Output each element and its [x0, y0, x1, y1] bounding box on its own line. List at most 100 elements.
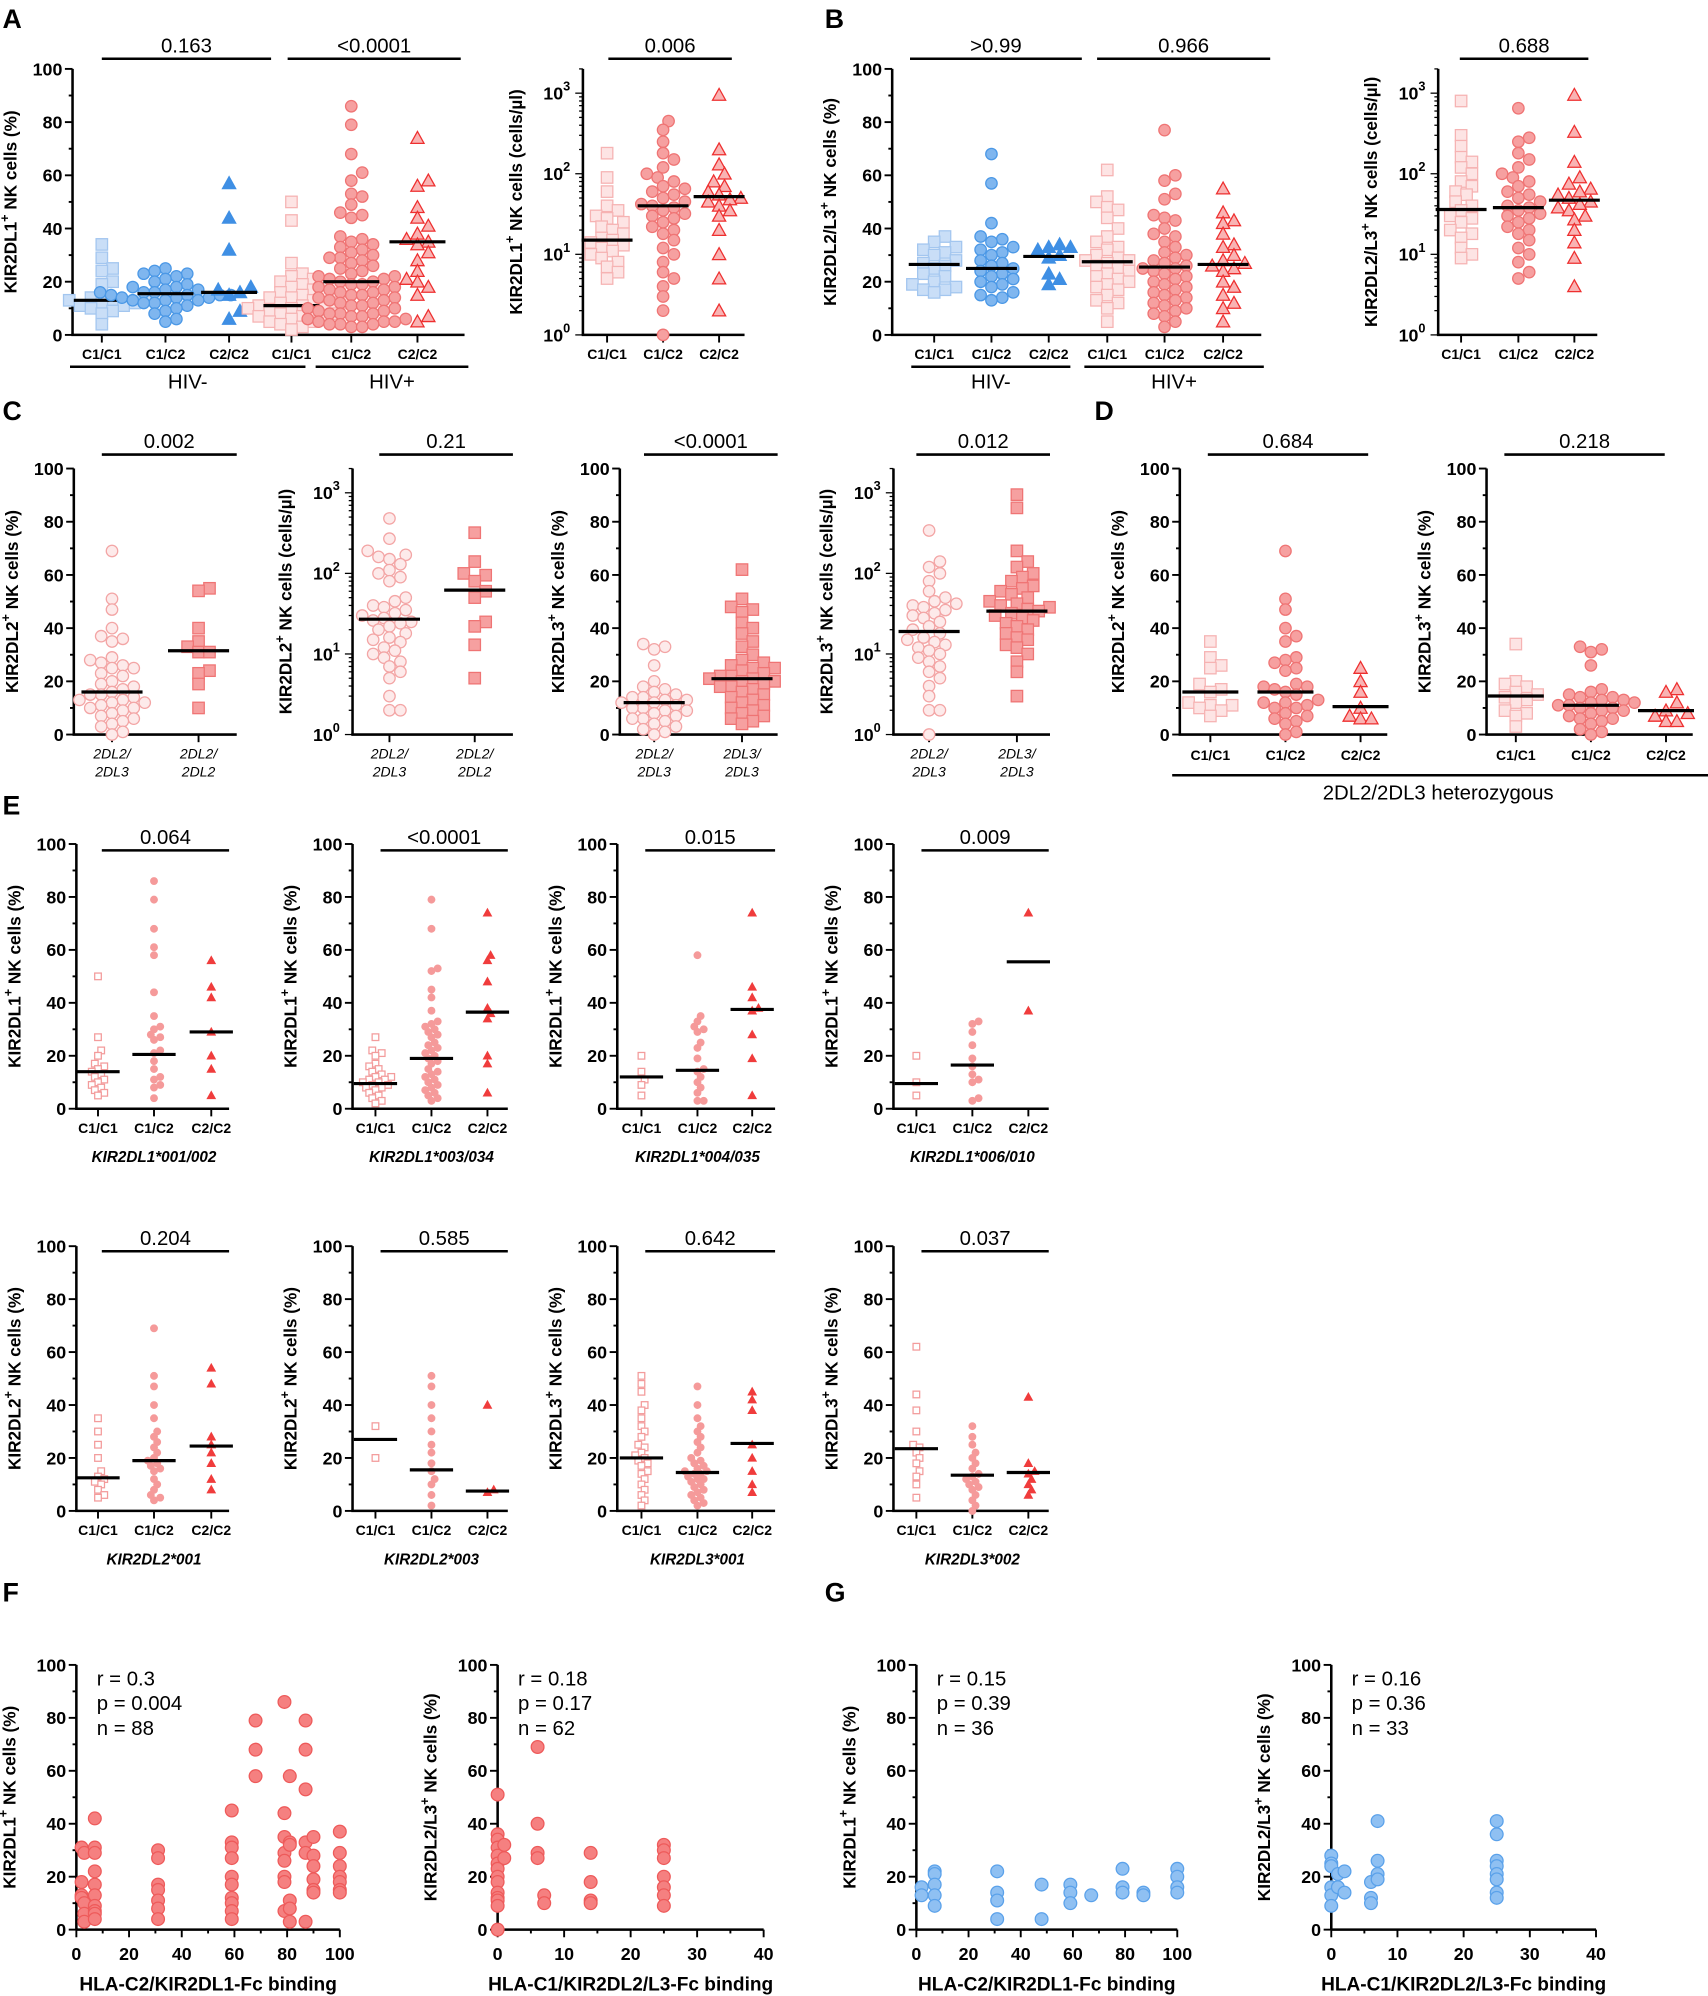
y-tick-label: 40: [590, 619, 610, 639]
y-tick-label: 100: [1140, 459, 1170, 479]
data-point: [206, 1474, 217, 1483]
data-point: [344, 99, 358, 113]
data-point: [150, 1083, 158, 1092]
data-point: [285, 291, 298, 304]
data-point: [366, 633, 380, 647]
data-point: [747, 1479, 758, 1489]
y-title-main: KIR2DL3: [1415, 621, 1435, 693]
data-point: [711, 156, 727, 171]
data-point: [985, 216, 998, 230]
data-point: [409, 236, 426, 251]
data-point: [1158, 299, 1171, 312]
y-title-main: KIR2DL2/L3: [421, 1805, 441, 1901]
y-axis-title: KIR2DL3+ NK cells (%): [544, 510, 568, 693]
data-point: [282, 1901, 297, 1916]
data-point: [995, 278, 1009, 291]
data-point: [355, 166, 369, 179]
data-point: [1489, 1890, 1504, 1905]
y-tick-label: 0: [332, 1501, 342, 1521]
data-point: [1566, 234, 1583, 249]
series-0: [353, 1422, 398, 1462]
series-4: [301, 99, 413, 334]
category-label: C1/C1: [622, 1120, 662, 1136]
y-tick-label: 60: [43, 166, 63, 186]
data-point: [366, 599, 380, 612]
data-point: [409, 287, 426, 301]
data-point: [371, 1051, 380, 1060]
data-point: [1006, 240, 1020, 254]
y-tick-label: 40: [1457, 619, 1477, 639]
category-label: C2/C2: [1341, 747, 1381, 763]
data-point: [150, 1057, 158, 1066]
x-tick-label: 20: [119, 1944, 139, 1964]
tick-exponent: 3: [563, 79, 570, 94]
data-point: [912, 1480, 921, 1489]
data-point: [949, 280, 963, 294]
p-value-label: 0.002: [144, 431, 195, 453]
data-point: [938, 246, 952, 259]
data-point: [1512, 272, 1525, 285]
data-point: [667, 272, 681, 285]
data-point: [137, 296, 151, 310]
data-point: [735, 616, 749, 630]
data-point: [388, 280, 402, 294]
data-point: [105, 717, 119, 731]
data-point: [656, 1851, 671, 1866]
y-tick-label: 100: [577, 834, 607, 854]
data-point: [1533, 207, 1547, 220]
data-point: [1215, 300, 1231, 315]
data-point: [427, 1440, 436, 1449]
p-value-label: <0.0001: [407, 827, 481, 849]
y-title-rest: NK cells (%): [421, 1693, 441, 1797]
category-label: C1/C2: [678, 1522, 718, 1538]
data-point: [248, 1769, 263, 1784]
p-value-label: 0.204: [140, 1228, 191, 1250]
data-point: [482, 1013, 493, 1023]
data-point: [1584, 717, 1598, 731]
y-axis-title: KIR2DL3+ NK cells (cells/µl): [813, 489, 837, 714]
data-point: [1215, 239, 1231, 254]
data-point: [1169, 283, 1182, 297]
data-point: [427, 1427, 436, 1436]
data-point: [332, 1824, 347, 1839]
y-tick-label: 20: [1457, 672, 1477, 692]
data-point: [1522, 265, 1536, 279]
data-point: [192, 677, 205, 691]
data-point: [912, 1472, 921, 1481]
data-point: [306, 1859, 321, 1874]
data-point: [482, 1087, 493, 1097]
x-tick-label: 80: [277, 1944, 297, 1964]
data-point: [974, 254, 987, 267]
data-point: [1090, 235, 1103, 249]
data-point: [126, 293, 140, 307]
data-point: [1147, 254, 1161, 267]
category-label: C1/C1: [1191, 747, 1231, 763]
stat-text: p = 0.004: [97, 1693, 182, 1715]
data-point: [180, 267, 194, 281]
data-point: [1226, 260, 1242, 275]
data-point: [1669, 713, 1685, 728]
p-value-label: 0.163: [161, 35, 212, 57]
y-tick-label: 40: [43, 219, 63, 239]
data-point: [221, 241, 237, 256]
data-point: [420, 217, 437, 232]
data-point: [640, 167, 654, 181]
data-point: [1512, 227, 1525, 241]
category-label: C1/C2: [412, 1522, 452, 1538]
data-point: [485, 950, 496, 959]
y-tick-label: 20: [468, 1867, 488, 1887]
series-1: [703, 563, 781, 731]
x-tick-label: 100: [1162, 1944, 1192, 1964]
y-title-main: KIR2DL3: [821, 1398, 841, 1470]
data-point: [1182, 696, 1195, 709]
data-point: [282, 1914, 297, 1929]
data-point: [1562, 709, 1576, 723]
data-point: [658, 704, 672, 717]
data-point: [333, 296, 347, 310]
series-0: [619, 1051, 664, 1100]
data-point: [1465, 227, 1479, 241]
y-axis-title: KIR2DL1+ NK cells (cells/µl): [502, 89, 526, 314]
data-point: [355, 309, 369, 323]
data-point: [637, 1432, 646, 1441]
data-point: [678, 182, 692, 196]
